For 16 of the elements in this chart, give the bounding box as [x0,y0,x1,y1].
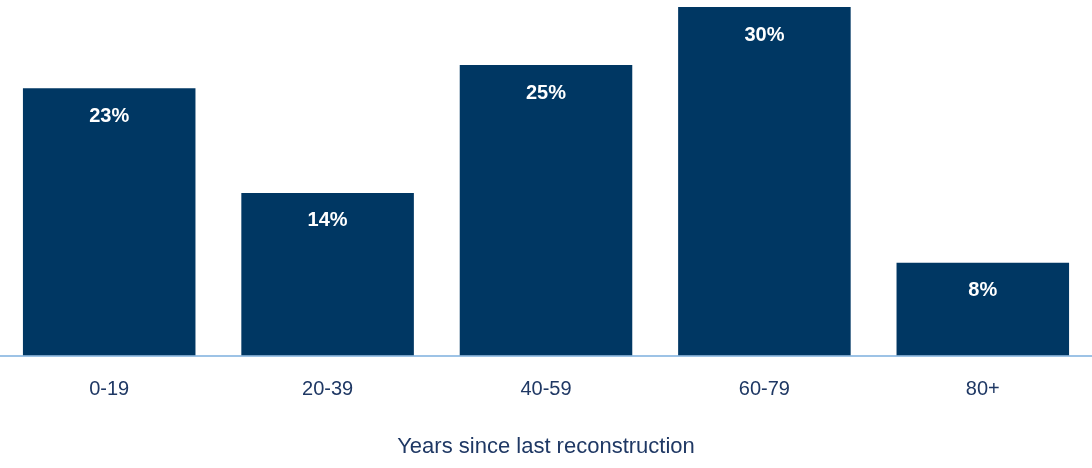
bar [896,262,1070,356]
bar [241,192,414,356]
bar [678,7,851,356]
x-tick-label: 60-79 [738,377,790,400]
x-tick-label: 40-59 [520,377,572,400]
x-axis-title: Years since last reconstruction [397,432,695,458]
data-label: 14% [307,208,348,231]
x-tick-label: 20-39 [302,377,354,400]
x-tick-label: 80+ [965,377,1000,400]
data-label: 30% [744,22,785,45]
data-label: 25% [525,80,567,103]
x-tick-label: 0-19 [89,377,130,400]
bar [459,65,633,356]
data-label: 8% [968,278,998,301]
data-label: 23% [89,103,130,126]
bar [22,88,196,356]
